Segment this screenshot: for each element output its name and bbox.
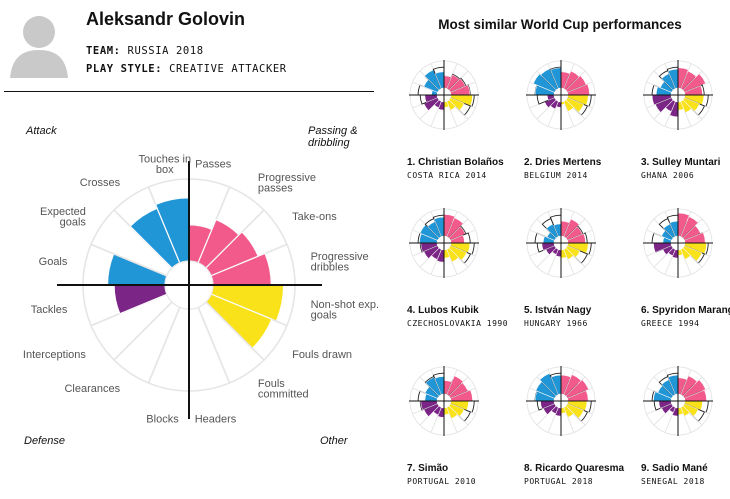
similar-player-name: 2. Dries Mertens: [524, 157, 602, 168]
similar-player-team: GREECE 1994: [641, 319, 700, 328]
similar-player-team: HUNGARY 1966: [524, 319, 588, 328]
play-style-label: PLAY STYLE:: [86, 63, 163, 75]
player-avatar-icon: [8, 8, 70, 78]
header-divider: [4, 91, 374, 92]
bar-goals: [107, 253, 168, 286]
similar-player-team: GHANA 2006: [641, 171, 695, 180]
similar-player-name: 6. Spyridon Marangos: [641, 305, 730, 316]
category-label-interceptions: Interceptions: [23, 349, 86, 361]
category-label-expected-goals: Expected goals: [40, 206, 86, 229]
similar-title: Most similar World Cup performances: [438, 17, 682, 32]
main-radial-chart: Passes Progressive passes Take-ons Progressi…: [23, 125, 379, 447]
team-label: TEAM:: [86, 45, 121, 57]
similar-player-team: BELGIUM 2014: [524, 171, 588, 180]
mini-chart-1: [409, 60, 479, 130]
similar-player-name: 4. Lubos Kubik: [407, 305, 479, 316]
team-value: RUSSIA 2018: [127, 45, 204, 57]
quadrant-label-other: Other: [320, 435, 349, 447]
category-label-blocks: Blocks: [146, 413, 179, 425]
mini-chart-3: [643, 60, 713, 130]
category-label-headers: Headers: [195, 413, 237, 425]
category-label-non-shot-exp-goals: Non-shot exp. goals: [311, 299, 379, 322]
quadrant-label-passing: Passing & dribbling: [308, 125, 358, 149]
similar-player-team: COSTA RICA 2014: [407, 171, 487, 180]
player-name: Aleksandr Golovin: [86, 9, 246, 29]
mini-chart-9: [643, 366, 713, 436]
similar-player-name: 3. Sulley Muntari: [641, 157, 721, 168]
team-line: TEAM: RUSSIA 2018: [86, 45, 204, 57]
similar-player-name: 8. Ricardo Quaresma: [524, 463, 625, 474]
similar-player-team: PORTUGAL 2010: [407, 477, 477, 486]
category-label-clearances: Clearances: [64, 383, 120, 395]
play-style-line: PLAY STYLE: CREATIVE ATTACKER: [86, 63, 287, 75]
mini-chart-2: [526, 60, 596, 130]
sector-outline-clearances: [112, 300, 181, 384]
mini-chart-6: [643, 208, 713, 278]
category-label-passes: Passes: [195, 158, 232, 170]
category-label-tackles: Tackles: [31, 304, 68, 316]
play-style-value: CREATIVE ATTACKER: [169, 63, 287, 75]
similar-player-name: 7. Simão: [407, 463, 449, 474]
category-label-fouls-committed: Fouls committed: [258, 378, 309, 401]
quadrant-label-defense: Defense: [24, 435, 65, 447]
category-label-crosses: Crosses: [80, 177, 121, 189]
mini-chart-8: [526, 366, 596, 436]
bar-tackles: [113, 284, 168, 315]
mini-chart-5: [526, 208, 596, 278]
category-label-take-ons: Take-ons: [292, 211, 337, 223]
mini-chart-4: [409, 208, 479, 278]
category-label-fouls-drawn: Fouls drawn: [292, 349, 352, 361]
category-label-progressive-passes: Progressive passes: [258, 172, 316, 195]
similar-player-team: PORTUGAL 2018: [524, 477, 594, 486]
mini-chart-7: [409, 366, 479, 436]
quadrant-label-attack: Attack: [25, 125, 57, 137]
category-label-progressive-dribbles: Progressive dribbles: [311, 251, 369, 273]
similar-player-team: SENEGAL 2018: [641, 477, 705, 486]
similar-player-name: 9. Sadio Mané: [641, 463, 708, 474]
similar-player-team: CZECHOSLOVAKIA 1990: [407, 319, 509, 328]
similar-player-name: 5. István Nagy: [524, 305, 592, 316]
similar-player-name: 1. Christian Bolaños: [407, 157, 504, 168]
category-label-goals: Goals: [39, 256, 68, 268]
category-label-touches-in-box: Touches in box: [139, 153, 192, 176]
